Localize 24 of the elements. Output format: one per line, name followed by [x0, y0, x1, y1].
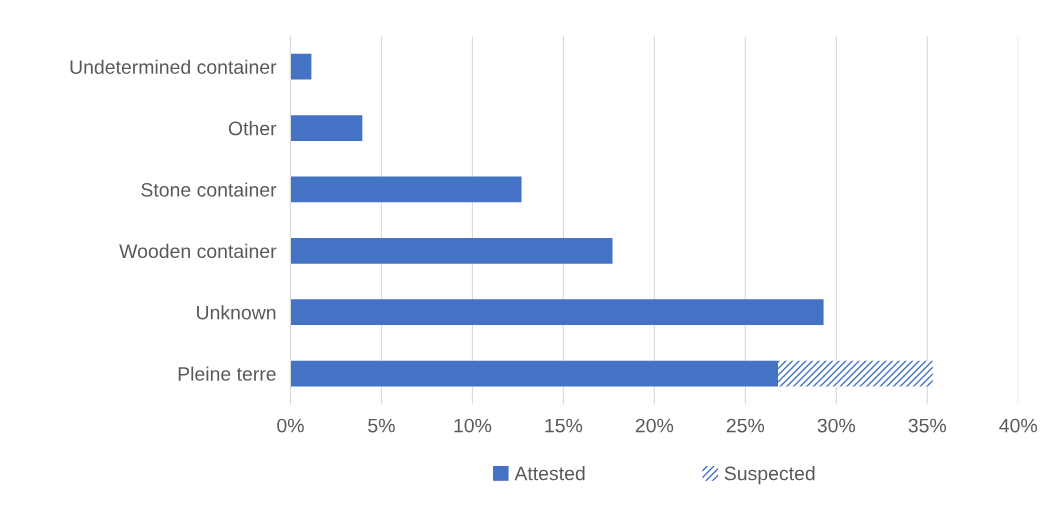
x-tick-label: 30%	[817, 418, 856, 433]
y-tick-label: Other	[228, 121, 277, 136]
y-tick-label: Wooden container	[119, 243, 277, 259]
bar	[290, 360, 779, 387]
bar	[290, 237, 613, 264]
x-tick-label: 25%	[726, 418, 765, 433]
x-tick-label: 10%	[454, 418, 492, 433]
y-tick-label: Unknown	[197, 305, 276, 320]
legend-label: Attested	[514, 466, 585, 481]
x-tick-label: 5%	[368, 418, 395, 433]
x-tick-label: 15%	[545, 418, 583, 433]
x-tick-label: 20%	[635, 418, 674, 433]
bar	[290, 53, 312, 80]
bar	[290, 299, 824, 326]
bar	[290, 176, 522, 203]
y-tick-label: Pleine terre	[178, 366, 276, 381]
x-tick-label: 40%	[999, 418, 1038, 433]
y-tick-label: Stone container	[141, 182, 277, 197]
bar	[778, 360, 933, 387]
legend-label: Suspected	[724, 466, 815, 485]
x-tick-label: 0%	[277, 418, 304, 433]
y-tick-label: Undetermined container	[70, 59, 277, 74]
bar	[290, 115, 363, 141]
x-tick-label: 35%	[908, 418, 947, 433]
